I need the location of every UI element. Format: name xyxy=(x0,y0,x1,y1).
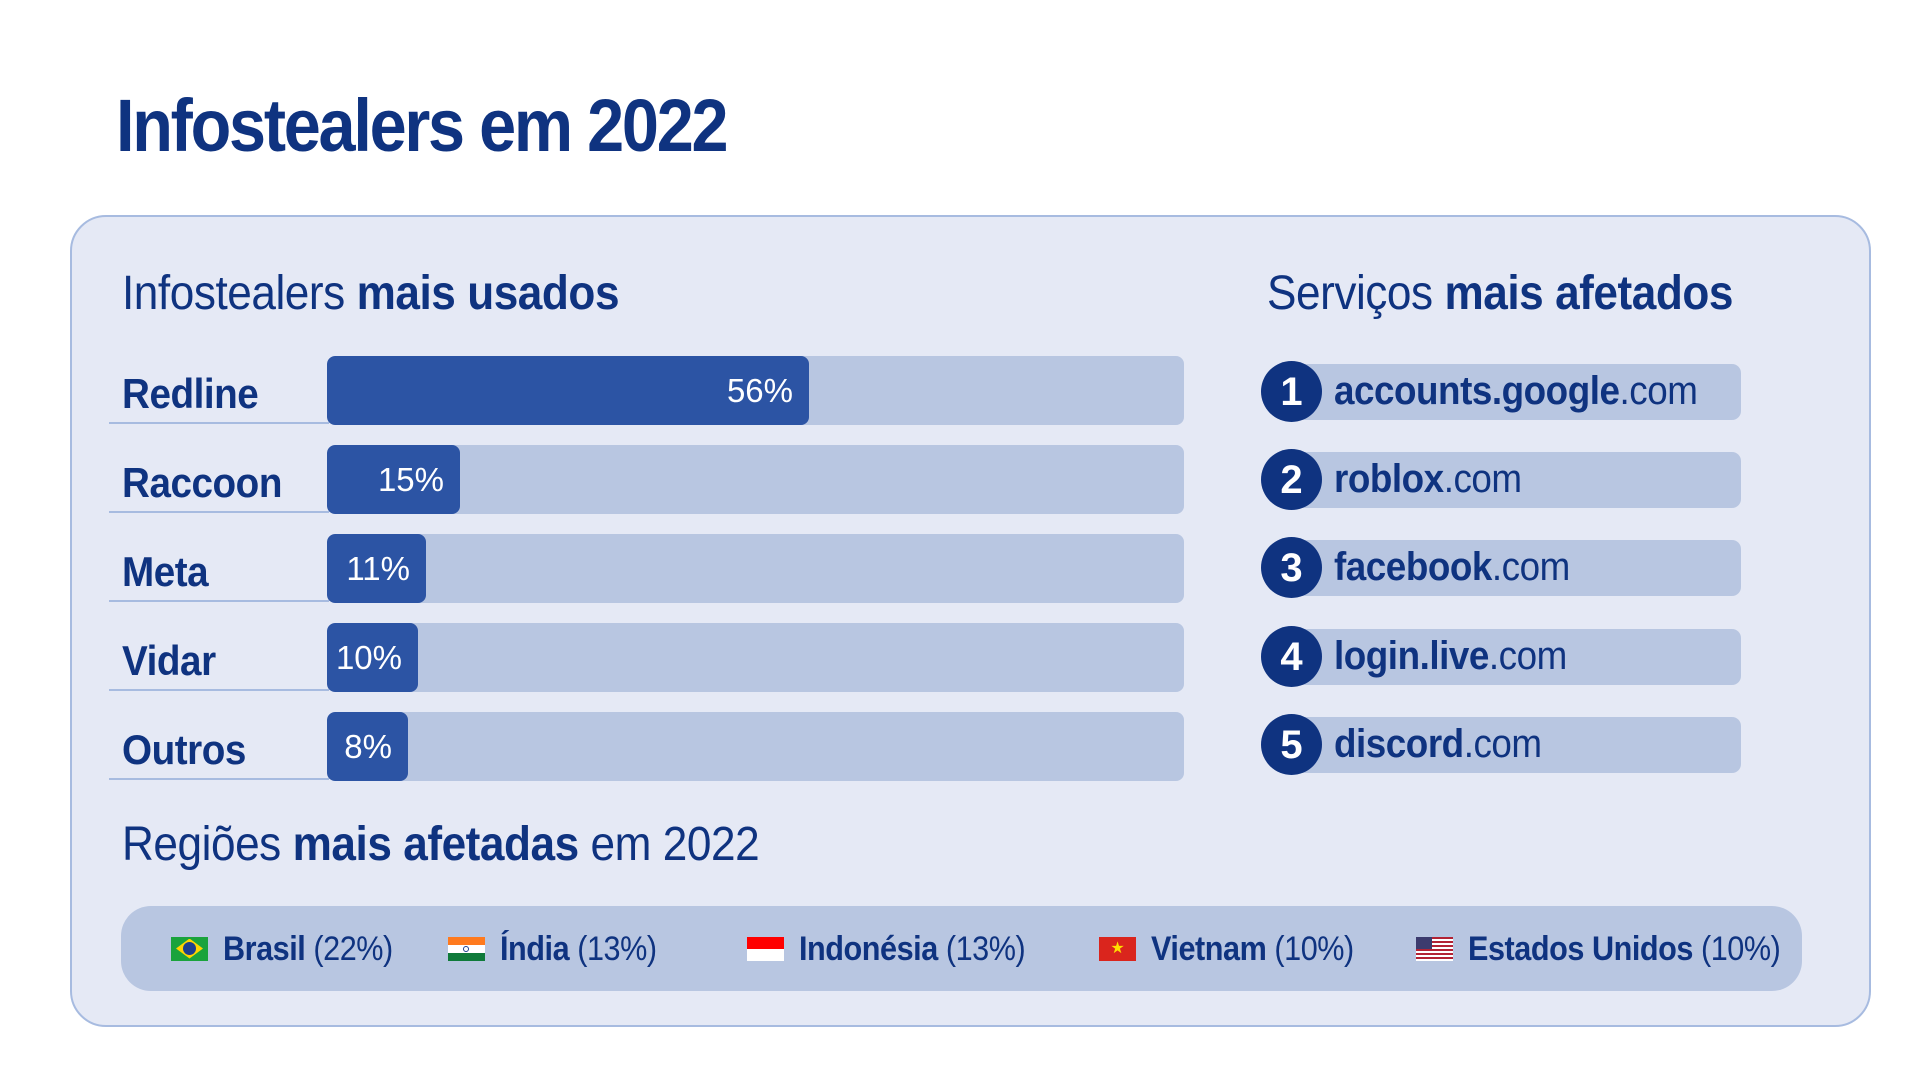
region-name: Brasil xyxy=(223,929,306,968)
region-usa: Estados Unidos (10%) xyxy=(1416,906,1815,991)
bar-value: 10% xyxy=(335,638,402,676)
indonesia-flag-icon xyxy=(747,936,784,961)
bar-label: Redline xyxy=(122,370,259,417)
service-pill xyxy=(1281,452,1741,508)
bar-row-vidar: Vidar 10% xyxy=(109,623,1185,692)
bar-label: Meta xyxy=(122,548,209,595)
bar-value: 11% xyxy=(346,549,410,587)
service-domain-name: login.live xyxy=(1334,634,1489,678)
service-domain: roblox.com xyxy=(1334,456,1522,502)
service-item: 5 discord.com xyxy=(1261,714,1745,776)
row-divider xyxy=(109,778,329,780)
bar-track: 56% xyxy=(327,356,1184,425)
service-domain-tld: .com xyxy=(1443,457,1522,501)
service-item: 3 facebook.com xyxy=(1261,537,1745,599)
service-domain: facebook.com xyxy=(1334,544,1570,590)
row-divider xyxy=(109,511,329,513)
bar-fill: 11% xyxy=(327,534,426,603)
region-india: Índia (13%) xyxy=(448,906,674,991)
bar-label: Vidar xyxy=(122,637,216,684)
service-domain: accounts.google.com xyxy=(1334,368,1698,414)
service-domain-tld: .com xyxy=(1619,369,1698,413)
service-domain-name: roblox xyxy=(1334,457,1444,501)
rank-badge: 5 xyxy=(1261,714,1322,775)
infographic-card: Infostealers mais usados Redline 56% Rac… xyxy=(70,215,1871,1027)
bar-fill: 10% xyxy=(327,623,418,692)
india-flag-icon xyxy=(448,936,485,961)
service-domain-tld: .com xyxy=(1491,545,1570,589)
infostealers-heading-bold: mais usados xyxy=(356,267,620,320)
services-heading: Serviços mais afetados xyxy=(1267,266,1733,322)
rank-badge: 1 xyxy=(1261,361,1322,422)
service-pill xyxy=(1281,629,1741,685)
bar-row-redline: Redline 56% xyxy=(109,356,1185,425)
brazil-flag-icon xyxy=(171,936,208,961)
service-domain: login.live.com xyxy=(1334,633,1567,679)
region-percent: (10%) xyxy=(1266,929,1354,968)
regions-heading-bold: mais afetadas xyxy=(292,818,580,871)
rank-badge: 4 xyxy=(1261,626,1322,687)
services-heading-regular: Serviços xyxy=(1267,267,1445,320)
bar-row-outros: Outros 8% xyxy=(109,712,1185,781)
service-domain-tld: .com xyxy=(1488,634,1567,678)
region-name: Índia xyxy=(500,929,570,968)
row-divider xyxy=(109,422,329,424)
bar-track: 11% xyxy=(327,534,1184,603)
service-domain-name: accounts.google xyxy=(1334,369,1620,413)
bar-fill: 8% xyxy=(327,712,408,781)
usa-flag-icon xyxy=(1416,936,1453,961)
bar-row-meta: Meta 11% xyxy=(109,534,1185,603)
service-item: 1 accounts.google.com xyxy=(1261,361,1745,423)
region-vietnam: ★ Vietnam (10%) xyxy=(1099,906,1376,991)
service-pill xyxy=(1281,364,1741,420)
rank-badge: 3 xyxy=(1261,537,1322,598)
infostealers-heading-regular: Infostealers xyxy=(122,267,357,320)
region-indonesia: Indonésia (13%) xyxy=(747,906,1050,991)
region-percent: (13%) xyxy=(937,929,1026,968)
service-domain: discord.com xyxy=(1334,721,1542,767)
page-title: Infostealers em 2022 xyxy=(116,84,729,167)
regions-bar: Brasil (22%) Índia (13%) Indonésia (13%)… xyxy=(121,906,1802,991)
services-heading-bold: mais afetados xyxy=(1444,267,1734,320)
rank-badge: 2 xyxy=(1261,449,1322,510)
bar-value: 15% xyxy=(377,460,444,498)
bar-track: 10% xyxy=(327,623,1184,692)
bar-value: 56% xyxy=(726,371,793,409)
service-pill xyxy=(1281,717,1741,773)
bar-track: 8% xyxy=(327,712,1184,781)
region-percent: (22%) xyxy=(305,929,393,968)
vietnam-flag-icon: ★ xyxy=(1099,936,1136,961)
regions-heading-suffix: em 2022 xyxy=(578,818,760,871)
service-domain-name: facebook xyxy=(1334,545,1492,589)
bar-value: 8% xyxy=(344,727,392,765)
service-pill xyxy=(1281,540,1741,596)
row-divider xyxy=(109,689,329,691)
bar-label: Raccoon xyxy=(122,459,282,506)
region-name: Indonésia xyxy=(799,929,938,968)
row-divider xyxy=(109,600,329,602)
regions-heading: Regiões mais afetadas em 2022 xyxy=(122,817,760,873)
bar-track: 15% xyxy=(327,445,1184,514)
bar-row-raccoon: Raccoon 15% xyxy=(109,445,1185,514)
region-name: Estados Unidos xyxy=(1468,929,1693,968)
service-item: 4 login.live.com xyxy=(1261,626,1745,688)
regions-heading-regular: Regiões xyxy=(122,818,293,871)
bar-fill: 56% xyxy=(327,356,809,425)
service-domain-name: discord xyxy=(1334,722,1464,766)
service-domain-tld: .com xyxy=(1463,722,1542,766)
region-name: Vietnam xyxy=(1151,929,1267,968)
region-brasil: Brasil (22%) xyxy=(171,906,412,991)
region-percent: (13%) xyxy=(569,929,657,968)
bar-fill: 15% xyxy=(327,445,460,514)
infostealers-heading: Infostealers mais usados xyxy=(122,266,620,322)
bar-label: Outros xyxy=(122,726,246,773)
region-percent: (10%) xyxy=(1692,929,1781,968)
service-item: 2 roblox.com xyxy=(1261,449,1745,511)
